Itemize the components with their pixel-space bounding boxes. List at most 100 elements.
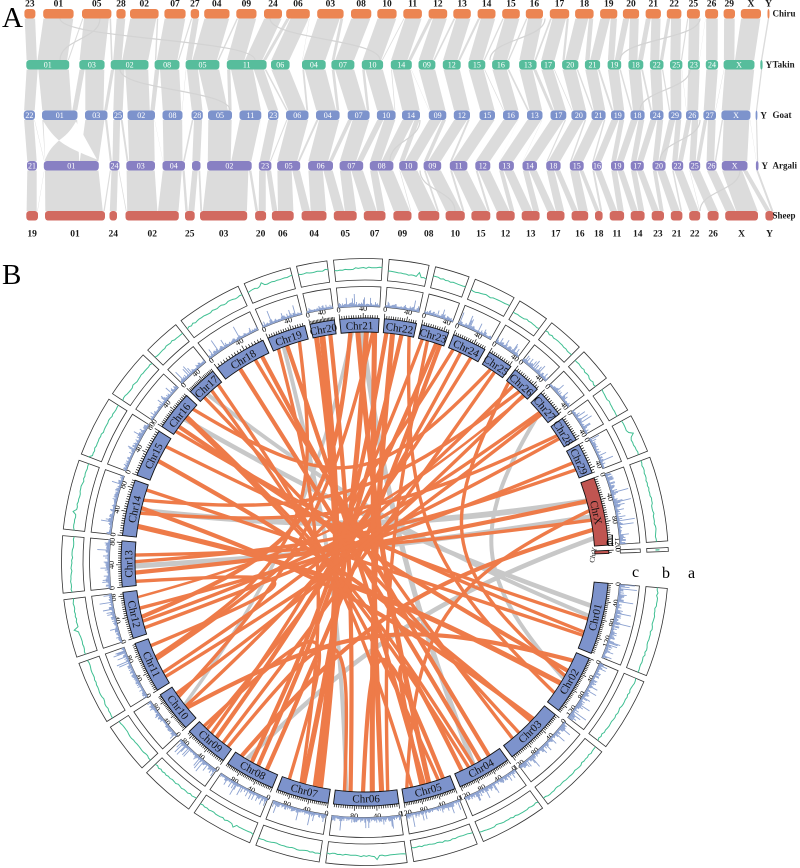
svg-text:Chr13: Chr13 [123, 550, 135, 578]
svg-text:20: 20 [626, 0, 636, 10]
svg-text:40: 40 [585, 674, 597, 685]
svg-text:06: 06 [317, 162, 325, 171]
svg-text:11: 11 [243, 61, 251, 70]
svg-text:80: 80 [350, 812, 358, 821]
svg-text:40: 40 [442, 317, 452, 328]
svg-text:40: 40 [611, 599, 621, 608]
svg-text:0: 0 [118, 638, 128, 645]
svg-text:28: 28 [193, 111, 201, 120]
svg-text:12: 12 [448, 61, 456, 70]
svg-text:18: 18 [632, 61, 640, 70]
svg-text:21: 21 [589, 61, 597, 70]
svg-text:05: 05 [216, 111, 224, 120]
svg-text:08: 08 [356, 0, 366, 10]
svg-text:07: 07 [370, 230, 380, 240]
svg-text:40: 40 [509, 352, 521, 364]
svg-text:0: 0 [490, 339, 498, 349]
svg-text:19: 19 [604, 0, 614, 10]
svg-text:40: 40 [317, 307, 326, 317]
svg-text:23: 23 [653, 230, 663, 240]
svg-text:15: 15 [473, 61, 481, 70]
svg-text:X: X [738, 230, 745, 240]
svg-text:17: 17 [551, 230, 561, 240]
svg-text:18: 18 [634, 111, 642, 120]
svg-text:27: 27 [190, 0, 200, 10]
svg-text:24: 24 [653, 111, 661, 120]
svg-text:04: 04 [324, 111, 332, 120]
svg-text:40: 40 [133, 443, 145, 454]
svg-text:16: 16 [530, 0, 540, 10]
svg-text:c: c [632, 564, 639, 581]
svg-text:26: 26 [707, 162, 715, 171]
svg-text:10: 10 [404, 162, 412, 171]
svg-text:40: 40 [302, 804, 312, 815]
svg-text:Argali: Argali [773, 161, 798, 171]
svg-text:ChrX: ChrX [587, 499, 604, 525]
svg-text:0: 0 [582, 436, 592, 444]
svg-text:0: 0 [614, 548, 623, 552]
svg-text:40: 40 [245, 784, 256, 796]
svg-text:12: 12 [501, 230, 511, 240]
svg-text:08: 08 [163, 61, 171, 70]
svg-text:10: 10 [450, 230, 460, 240]
svg-text:17: 17 [555, 0, 565, 10]
svg-text:01: 01 [67, 162, 75, 171]
svg-text:0: 0 [260, 325, 267, 335]
svg-text:0: 0 [383, 305, 388, 314]
svg-text:0: 0 [108, 532, 117, 537]
svg-text:23: 23 [690, 61, 698, 70]
svg-text:23: 23 [25, 0, 35, 10]
svg-text:Y: Y [762, 161, 769, 171]
svg-text:80: 80 [576, 690, 588, 702]
svg-text:X: X [733, 111, 739, 120]
svg-text:40: 40 [534, 372, 546, 384]
svg-text:14: 14 [407, 111, 415, 120]
svg-text:0: 0 [336, 305, 341, 314]
svg-text:11: 11 [408, 0, 417, 10]
svg-text:02: 02 [147, 230, 157, 240]
svg-text:0: 0 [324, 809, 329, 819]
svg-text:08: 08 [169, 111, 177, 120]
svg-text:02: 02 [225, 162, 233, 171]
svg-text:11: 11 [612, 230, 621, 240]
svg-text:06: 06 [278, 230, 288, 240]
svg-text:0: 0 [173, 730, 182, 739]
svg-text:40: 40 [133, 672, 145, 683]
svg-text:07: 07 [355, 111, 363, 120]
svg-text:09: 09 [398, 230, 408, 240]
svg-text:Chr22: Chr22 [385, 321, 414, 337]
svg-text:29: 29 [725, 0, 735, 10]
svg-text:22: 22 [690, 230, 700, 240]
svg-text:26: 26 [707, 0, 717, 10]
svg-text:80: 80 [610, 515, 620, 524]
svg-text:Y: Y [765, 0, 772, 10]
svg-text:15: 15 [573, 162, 581, 171]
svg-text:16: 16 [497, 61, 505, 70]
svg-text:Y: Y [766, 60, 773, 70]
svg-text:0: 0 [123, 468, 133, 475]
svg-text:80: 80 [419, 804, 429, 815]
svg-text:0: 0 [107, 586, 116, 591]
svg-text:15: 15 [483, 111, 491, 120]
svg-text:04: 04 [309, 230, 319, 240]
svg-text:80: 80 [124, 654, 135, 665]
svg-text:07: 07 [347, 162, 355, 171]
svg-text:11: 11 [247, 111, 255, 120]
svg-text:14: 14 [633, 230, 643, 240]
svg-text:21: 21 [28, 162, 36, 171]
svg-text:10: 10 [369, 61, 377, 70]
svg-text:27: 27 [706, 111, 714, 120]
svg-text:40: 40 [577, 427, 589, 438]
svg-text:Y: Y [766, 230, 773, 240]
svg-text:X: X [747, 0, 754, 10]
svg-text:04: 04 [310, 61, 318, 70]
svg-text:20: 20 [655, 162, 663, 171]
svg-text:07: 07 [339, 61, 347, 70]
svg-text:18: 18 [580, 0, 590, 10]
svg-text:13: 13 [524, 61, 532, 70]
svg-text:20: 20 [256, 230, 266, 240]
svg-text:40: 40 [605, 492, 616, 502]
svg-text:80: 80 [229, 775, 240, 787]
svg-text:24: 24 [708, 61, 716, 70]
svg-text:40: 40 [544, 731, 556, 743]
